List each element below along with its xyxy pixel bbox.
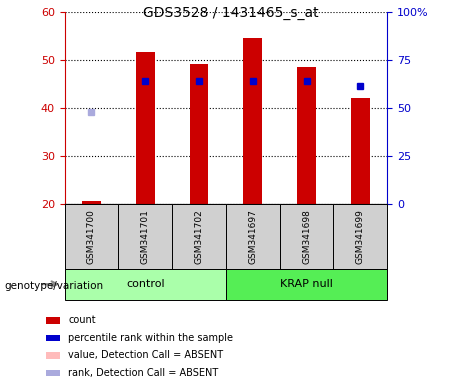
Bar (46, 334, 60, 341)
Text: GSM341698: GSM341698 (302, 209, 311, 263)
Text: GSM341701: GSM341701 (141, 209, 150, 263)
Bar (280, 204, 333, 269)
Text: value, Detection Call = ABSENT: value, Detection Call = ABSENT (68, 350, 224, 360)
Text: genotype/variation: genotype/variation (5, 281, 104, 291)
Bar (189, 64, 208, 204)
Text: GSM341699: GSM341699 (356, 209, 365, 263)
Text: GDS3528 / 1431465_s_at: GDS3528 / 1431465_s_at (143, 6, 318, 20)
Bar (136, 52, 154, 204)
Text: GSM341700: GSM341700 (87, 209, 96, 263)
Text: GSM341702: GSM341702 (195, 209, 203, 263)
Bar (82, 201, 101, 204)
Bar (226, 269, 387, 300)
Bar (65, 204, 118, 269)
Bar (297, 67, 316, 204)
Bar (172, 204, 226, 269)
Text: control: control (126, 279, 165, 289)
Bar (118, 204, 172, 269)
Text: GSM341697: GSM341697 (248, 209, 257, 263)
Bar (226, 204, 280, 269)
Bar (243, 38, 262, 204)
Bar (46, 369, 60, 376)
Text: percentile rank within the sample: percentile rank within the sample (68, 333, 233, 343)
Bar (333, 204, 387, 269)
Bar (46, 317, 60, 324)
Text: rank, Detection Call = ABSENT: rank, Detection Call = ABSENT (68, 368, 219, 378)
Text: KRAP null: KRAP null (280, 279, 333, 289)
Bar (65, 269, 226, 300)
Bar (351, 98, 370, 204)
Text: count: count (68, 315, 96, 325)
Bar (46, 352, 60, 359)
